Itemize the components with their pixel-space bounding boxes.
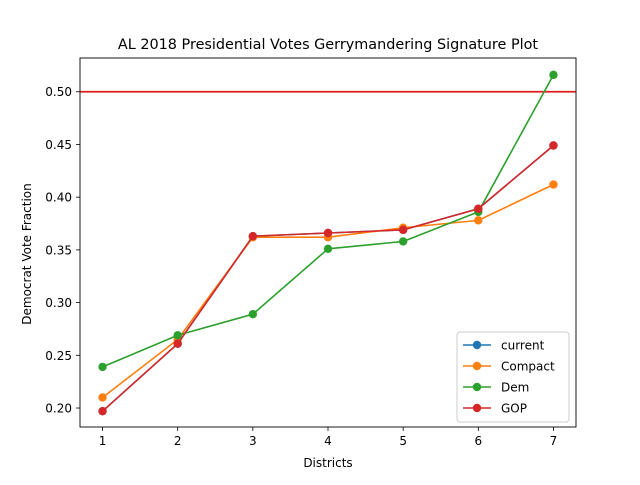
series-dem-point	[323, 244, 333, 254]
x-tick-label: 6	[474, 434, 482, 448]
series-gop-point	[474, 204, 483, 213]
series-dem-point	[173, 331, 182, 340]
legend-box	[456, 331, 570, 423]
x-tick-label: 7	[550, 434, 558, 448]
series-gop-point	[98, 406, 107, 416]
legend-gop-label: GOP	[501, 402, 527, 416]
legend-dem-marker	[472, 382, 482, 392]
y-tick-label: 0.25	[45, 349, 72, 363]
y-tick-label: 0.30	[45, 296, 72, 310]
series-compact-point	[474, 216, 483, 225]
y-tick-label: 0.20	[45, 402, 72, 416]
x-tick-label: 4	[324, 434, 332, 448]
legend-current-marker	[472, 340, 482, 350]
legend-current-label: current	[501, 339, 545, 353]
x-tick-label: 1	[99, 434, 107, 448]
y-tick-label: 0.40	[45, 191, 72, 205]
y-tick-label: 0.35	[45, 243, 72, 257]
axes-frame	[79, 57, 577, 428]
series-dem-point	[98, 362, 107, 372]
series-gop-point	[549, 141, 558, 150]
series-dem-point	[549, 70, 558, 80]
plot-area: 1 2 3 4 5 6 7 0.20 0.25 0.30 0.35 0.40 0.45 0.50	[45, 57, 577, 448]
legend: current Compact Dem GOP	[456, 331, 570, 423]
series-gop-point	[398, 225, 408, 235]
legend-compact-label: Compact	[501, 360, 555, 374]
y-tick-label: 0.45	[45, 138, 72, 152]
series-gop-point	[323, 228, 333, 238]
x-axis-label: Districts	[303, 456, 352, 470]
series-gop-point	[248, 231, 258, 241]
x-tick-label: 2	[174, 434, 182, 448]
y-axis-label: Democrat Vote Fraction	[20, 183, 34, 324]
chart-title: AL 2018 Presidential Votes Gerrymanderin…	[118, 37, 539, 53]
series-dem-point	[398, 237, 408, 246]
x-tick-label: 5	[399, 434, 407, 448]
legend-compact-marker	[472, 361, 482, 371]
x-tick-label: 3	[249, 434, 257, 448]
y-tick-label: 0.50	[45, 85, 72, 99]
legend-gop-marker	[472, 403, 482, 413]
legend-dem-label: Dem	[501, 381, 529, 395]
series-dem-point	[248, 309, 258, 319]
series-compact-point	[98, 393, 107, 402]
series-gop-point	[173, 339, 182, 348]
series-compact-point	[549, 180, 558, 189]
